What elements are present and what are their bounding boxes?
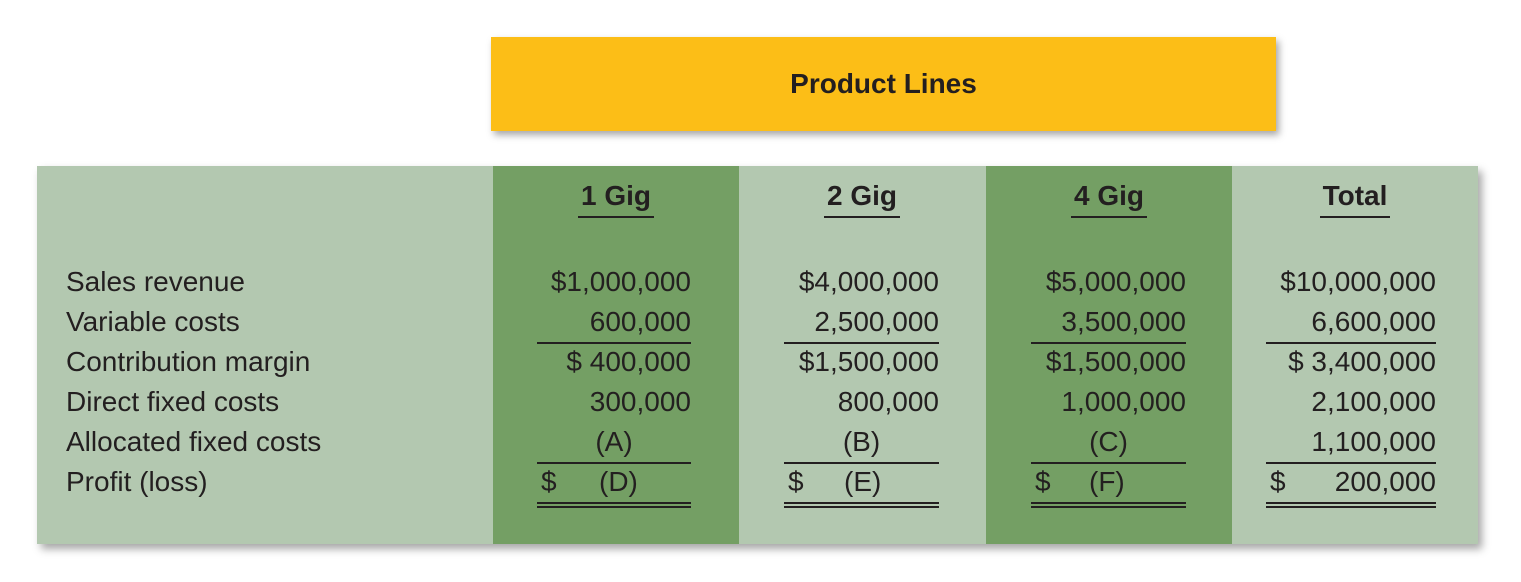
cell-1gig-sales-revenue: $1,000,000 (550, 266, 691, 297)
title-banner: Product Lines (491, 37, 1276, 131)
profit-dollar-sign: $ (788, 466, 804, 497)
cell-total-contribution-margin: $ 3,400,000 (1288, 346, 1436, 377)
cell-4gig-sales-revenue: $5,000,000 (1045, 266, 1186, 297)
cell-total-profit: $ 200,000 (1266, 462, 1436, 508)
column-1gig-background (493, 166, 739, 544)
cell-1gig-direct-fixed-costs: 300,000 (589, 386, 691, 417)
cell-1gig-profit: $ (D) (537, 462, 691, 508)
column-heading-4gig: 4 Gig (986, 180, 1232, 218)
cell-1gig-contribution-margin: $ 400,000 (566, 346, 691, 377)
column-4gig-background (986, 166, 1232, 544)
income-statement-panel: 1 Gig 2 Gig 4 Gig Total Sales revenue Va… (37, 166, 1478, 544)
cell-total-direct-fixed-costs: 2,100,000 (1311, 386, 1436, 417)
cell-total-allocated-fixed-costs: 1,100,000 (1266, 422, 1436, 464)
column-heading-2gig: 2 Gig (739, 180, 985, 218)
cell-2gig-allocated-fixed-costs: (B) (784, 422, 939, 464)
row-label-allocated-fixed-costs: Allocated fixed costs (66, 426, 322, 457)
profit-value: (F) (1089, 466, 1125, 497)
cell-2gig-sales-revenue: $4,000,000 (798, 266, 939, 297)
profit-dollar-sign: $ (1270, 466, 1286, 497)
cell-4gig-variable-costs: 3,500,000 (1031, 302, 1186, 344)
profit-value: (D) (599, 466, 638, 497)
profit-value: (E) (844, 466, 882, 497)
cell-4gig-direct-fixed-costs: 1,000,000 (1061, 386, 1186, 417)
profit-value: 200,000 (1334, 466, 1436, 497)
cell-1gig-variable-costs: 600,000 (537, 302, 691, 344)
row-label-sales-revenue: Sales revenue (66, 266, 246, 297)
row-label-variable-costs: Variable costs (66, 306, 240, 337)
cell-4gig-allocated-fixed-costs: (C) (1031, 422, 1186, 464)
cell-2gig-profit: $ (E) (784, 462, 939, 508)
cell-2gig-variable-costs: 2,500,000 (784, 302, 939, 344)
column-heading-total: Total (1232, 180, 1478, 218)
column-heading-1gig: 1 Gig (493, 180, 739, 218)
cell-4gig-contribution-margin: $1,500,000 (1045, 346, 1186, 377)
cell-1gig-allocated-fixed-costs: (A) (537, 422, 691, 464)
cell-2gig-direct-fixed-costs: 800,000 (837, 386, 939, 417)
row-label-contribution-margin: Contribution margin (66, 346, 311, 377)
cell-total-sales-revenue: $10,000,000 (1280, 266, 1436, 297)
cell-total-variable-costs: 6,600,000 (1266, 302, 1436, 344)
cell-2gig-contribution-margin: $1,500,000 (798, 346, 939, 377)
cell-4gig-profit: $ (F) (1031, 462, 1186, 508)
row-label-direct-fixed-costs: Direct fixed costs (66, 386, 280, 417)
profit-dollar-sign: $ (1035, 466, 1051, 497)
table-title: Product Lines (790, 68, 977, 99)
profit-dollar-sign: $ (541, 466, 557, 497)
row-label-profit: Profit (loss) (66, 466, 208, 497)
